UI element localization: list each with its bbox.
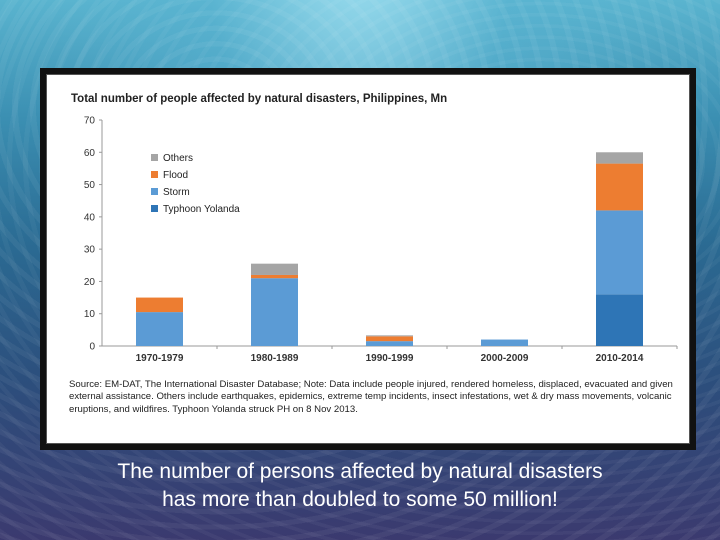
x-tick-label: 2000-2009 <box>481 353 529 364</box>
legend-label: Others <box>163 153 193 164</box>
slide-caption: The number of persons affected by natura… <box>0 458 720 514</box>
bar-segment <box>366 341 413 346</box>
bar-segment <box>251 263 298 275</box>
bar-segment <box>481 339 528 346</box>
bar-segment <box>596 210 643 295</box>
y-tick-label: 70 <box>84 116 96 127</box>
bar-segment <box>136 312 183 346</box>
y-tick-label: 10 <box>84 309 96 320</box>
chart-panel: Total number of people affected by natur… <box>46 74 690 444</box>
bar-segment <box>136 297 183 313</box>
legend-label: Typhoon Yolanda <box>163 204 240 215</box>
y-tick-label: 20 <box>84 277 96 288</box>
x-tick-label: 2010-2014 <box>596 353 644 364</box>
source-note: Source: EM-DAT, The International Disast… <box>69 379 673 415</box>
x-tick-label: 1970-1979 <box>136 353 184 364</box>
stacked-bar-chart: 0 10 20 30 40 50 60 70 1970-1979 1980-1989 1990-19… <box>84 116 678 364</box>
y-tick-label: 50 <box>84 180 96 191</box>
chart-frame: Total number of people affected by natur… <box>40 68 696 450</box>
caption-line-2: has more than doubled to some 50 million… <box>162 488 558 511</box>
legend-swatch <box>151 171 158 178</box>
chart-title: Total number of people affected by natur… <box>71 93 448 105</box>
legend-swatch <box>151 205 158 212</box>
caption-line-1: The number of persons affected by natura… <box>117 460 603 483</box>
y-tick-label: 0 <box>89 342 95 353</box>
legend-label: Flood <box>163 170 188 181</box>
y-tick-label: 60 <box>84 148 96 159</box>
bar-segment <box>596 294 643 346</box>
legend-swatch <box>151 188 158 195</box>
y-tick-label: 30 <box>84 245 96 256</box>
legend-swatch <box>151 154 158 161</box>
bar-segment <box>596 152 643 164</box>
legend-label: Storm <box>163 187 190 198</box>
bar-segment <box>366 336 413 342</box>
bar-segment <box>251 278 298 346</box>
x-tick-label: 1990-1999 <box>366 353 414 364</box>
bar-segment <box>596 163 643 211</box>
bar-segment <box>251 274 298 279</box>
bar-segment <box>366 335 413 337</box>
y-tick-label: 40 <box>84 212 96 223</box>
x-tick-label: 1980-1989 <box>251 353 299 364</box>
